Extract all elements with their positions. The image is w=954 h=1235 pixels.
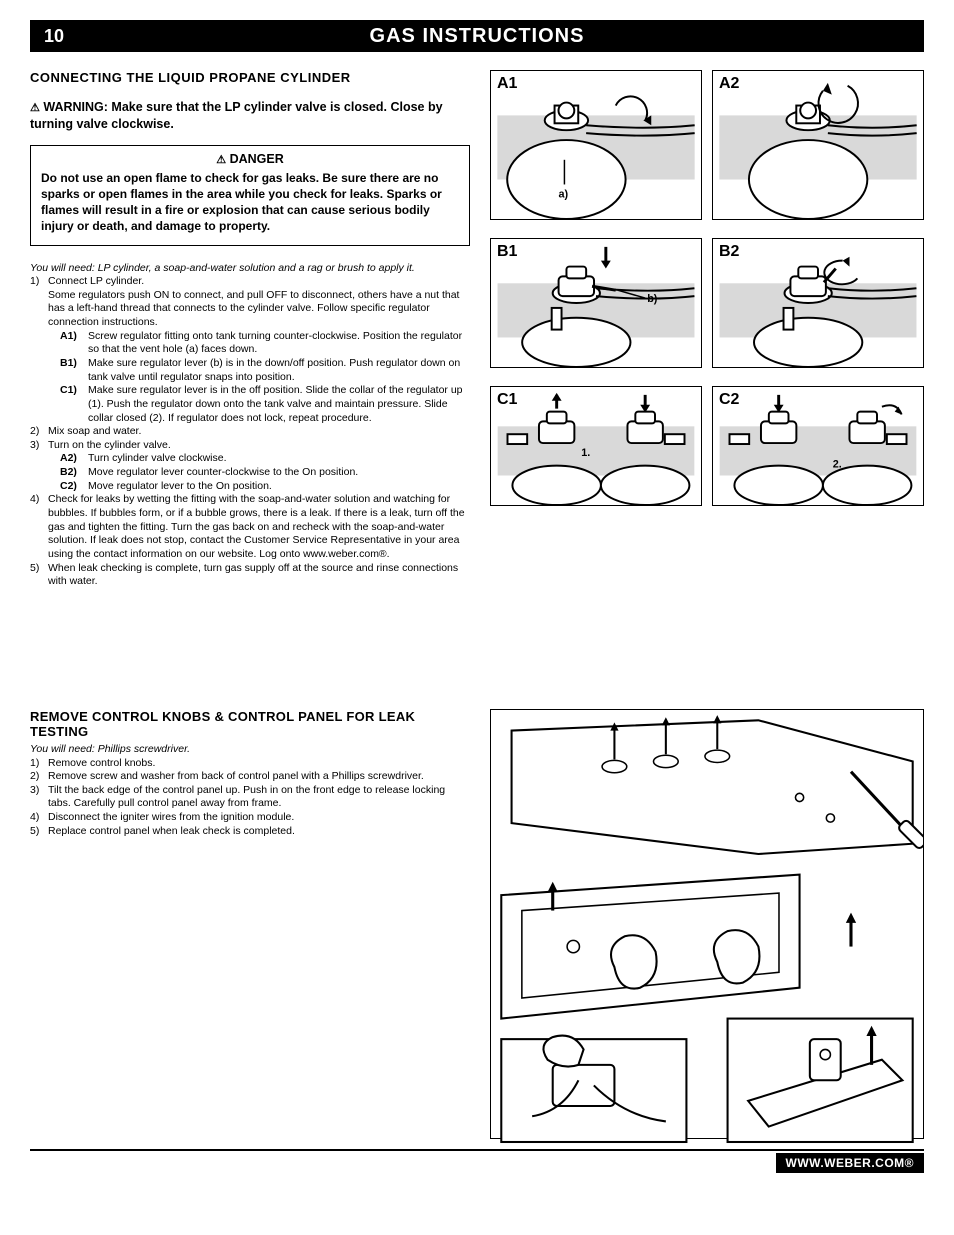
section1-title: CONNECTING THE LIQUID PROPANE CYLINDER: [30, 70, 470, 85]
instruction-list-1: 1)Connect LP cylinder.Some regulators pu…: [30, 275, 470, 589]
diagram-row-b: B1 b): [490, 238, 924, 368]
diagram-label-b2: B2: [719, 243, 739, 261]
s2-step-4: Disconnect the igniter wires from the ig…: [48, 811, 470, 825]
diagram-label-b1: B1: [497, 243, 517, 261]
step-3: Turn on the cylinder valve.: [48, 439, 470, 453]
page-number: 10: [30, 26, 110, 47]
diagram-label-a1: A1: [497, 75, 517, 93]
a-label: a): [559, 188, 569, 200]
need-note-2: You will need: Phillips screwdriver.: [30, 743, 470, 757]
diagram-row-c: C1 1.: [490, 386, 924, 506]
warning-icon: ⚠: [30, 101, 40, 116]
sub-c2: Move regulator lever to the On position.: [88, 480, 470, 494]
diagram-b2: B2: [712, 238, 924, 368]
danger-icon: ⚠: [216, 153, 226, 166]
sub-a2: Turn cylinder valve clockwise.: [88, 452, 470, 466]
two-label: 2.: [833, 459, 842, 471]
diagram-c2: C2 2.: [712, 386, 924, 506]
s2-step-3: Tilt the back edge of the control panel …: [48, 784, 470, 811]
sub-c1: Make sure regulator lever is in the off …: [88, 384, 470, 425]
danger-title: ⚠ DANGER: [41, 152, 459, 166]
danger-title-text: DANGER: [230, 152, 284, 166]
s2-step-2: Remove screw and washer from back of con…: [48, 770, 470, 784]
footer-link: WWW.WEBER.COM®: [776, 1153, 925, 1173]
diagram-a1: A1 a): [490, 70, 702, 220]
section2-title: REMOVE CONTROL KNOBS & CONTROL PANEL FOR…: [30, 709, 470, 739]
s2-step-5: Replace control panel when leak check is…: [48, 825, 470, 839]
diagram-label-c1: C1: [497, 391, 517, 409]
step-1: Connect LP cylinder.: [48, 275, 144, 287]
warning-body: WARNING: Make sure that the LP cylinder …: [30, 100, 443, 131]
diagram-label-a2: A2: [719, 75, 739, 93]
diagram-c1: C1 1.: [490, 386, 702, 506]
danger-box: ⚠ DANGER Do not use an open flame to che…: [30, 145, 470, 246]
danger-body: Do not use an open flame to check for ga…: [41, 170, 459, 235]
big-diagram: [490, 709, 924, 1139]
sub-b1: Make sure regulator lever (b) is in the …: [88, 357, 470, 384]
diagram-b1: B1 b): [490, 238, 702, 368]
diagram-label-c2: C2: [719, 391, 739, 409]
step-2: Mix soap and water.: [48, 425, 470, 439]
step-4: Check for leaks by wetting the fitting w…: [48, 493, 470, 561]
sub-a1: Screw regulator fitting onto tank turnin…: [88, 330, 470, 357]
step-1-para: Some regulators push ON to connect, and …: [48, 289, 459, 328]
warning-text: ⚠ WARNING: Make sure that the LP cylinde…: [30, 99, 470, 133]
diagram-a2: A2: [712, 70, 924, 220]
header-bar: 10 GAS INSTRUCTIONS: [30, 20, 924, 52]
footer-bar: WWW.WEBER.COM®: [30, 1153, 924, 1173]
step-5: When leak checking is complete, turn gas…: [48, 562, 470, 589]
need-note-1: You will need: LP cylinder, a soap-and-w…: [30, 262, 470, 276]
diagram-row-a: A1 a) A2: [490, 70, 924, 220]
header-title: GAS INSTRUCTIONS: [110, 25, 924, 48]
sub-b2: Move regulator lever counter-clockwise t…: [88, 466, 470, 480]
instruction-list-2: 1)Remove control knobs. 2)Remove screw a…: [30, 757, 470, 839]
s2-step-1: Remove control knobs.: [48, 757, 470, 771]
one-label: 1.: [581, 447, 590, 459]
b-label: b): [647, 293, 658, 305]
